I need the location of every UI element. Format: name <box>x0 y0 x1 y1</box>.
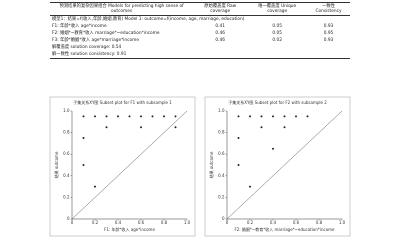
point <box>260 126 263 129</box>
point <box>237 137 240 139</box>
chart-title: 子集关系XY图 Subset plot for F2 with subsampl… <box>228 99 327 105</box>
diagonal <box>71 110 188 220</box>
header: 唯一覆盖度 Unique coverage <box>247 2 308 16</box>
y-axis-label: 结果 outcome <box>53 151 59 178</box>
point <box>128 115 131 118</box>
x-tick-label: 1.0 <box>184 220 191 225</box>
point <box>117 115 119 118</box>
y-tick-label: 0 <box>222 216 225 221</box>
header: 预测结果的复杂因果组合 Models for predicting high s… <box>50 2 194 16</box>
point <box>140 126 142 129</box>
cell: 0.05 <box>272 24 282 29</box>
y-tick-label: 1.0 <box>218 108 225 113</box>
point <box>260 115 263 118</box>
plot-frame <box>204 96 351 237</box>
x-tick-label: 0.4 <box>270 220 277 225</box>
cell: 0.02 <box>272 38 282 43</box>
y-tick-label: 0.6 <box>63 151 70 156</box>
x-tick-label: 0.2 <box>247 220 254 225</box>
point <box>163 115 165 118</box>
x-tick-label: 0.4 <box>115 220 122 225</box>
solution: 解覆盖度 solution coverage: 0.54 <box>52 45 122 50</box>
point <box>82 164 85 166</box>
x-tick-label: 0.6 <box>138 220 145 225</box>
cell: 0.46 <box>215 31 225 36</box>
point <box>174 115 177 118</box>
point <box>174 126 177 129</box>
cell: 0.46 <box>215 38 225 43</box>
y-tick-label: 0.8 <box>218 130 225 135</box>
header: 一致性 Consistency <box>307 2 350 16</box>
x-tick-label: 0 <box>71 220 74 225</box>
y-tick-label: 0.4 <box>63 173 70 178</box>
point <box>249 115 251 118</box>
x-axis-label: F1: 年龄*收入 age*income <box>104 226 155 232</box>
point <box>82 115 85 118</box>
cell: F2: 婚姻*~教育*收入 marriage*~education*income <box>52 31 160 36</box>
point <box>151 115 154 118</box>
cell: 0.93 <box>323 24 334 29</box>
results-table: 预测结果的复杂因果组合 Models for predicting high s… <box>50 2 350 59</box>
point <box>249 185 251 188</box>
point <box>105 126 108 129</box>
cell: F3: 年龄*婚姻*收入 age*marriage*income <box>52 38 139 43</box>
point <box>94 115 96 118</box>
point <box>283 126 286 129</box>
y-tick-label: 0.2 <box>63 194 70 199</box>
x-tick-label: 0.6 <box>293 220 300 225</box>
y-tick-label: 0.2 <box>218 194 225 199</box>
y-axis-label: 结果 outcome <box>208 151 214 178</box>
cell: 0.93 <box>323 38 334 43</box>
model: 模型1：结果=f(收入,年龄,婚姻,教育) Model 1: outcome=f… <box>52 17 245 22</box>
y-tick-label: 0 <box>67 216 70 221</box>
point <box>140 115 142 118</box>
y-tick-label: 1.0 <box>63 108 70 113</box>
x-tick-label: 1.0 <box>339 220 346 225</box>
y-tick-label: 0.6 <box>218 151 225 156</box>
point <box>237 115 240 118</box>
point <box>94 185 96 188</box>
cell: 0.41 <box>215 24 225 29</box>
x-tick-label: 0.8 <box>161 220 168 225</box>
x-tick-label: 0.2 <box>92 220 99 225</box>
consistency: 解一致性 solution consistency: 0.91 <box>50 51 350 59</box>
y-tick-label: 0.8 <box>63 130 70 135</box>
cell: 0.05 <box>272 31 282 36</box>
cell: F1: 年龄*收入 age*income <box>52 24 107 29</box>
point <box>272 115 274 118</box>
x-tick-label: 0 <box>226 220 229 225</box>
diagonal <box>226 110 343 220</box>
header: 原始覆盖度 Raw coverage <box>193 2 248 16</box>
point <box>105 115 108 118</box>
point <box>306 115 309 118</box>
x-tick-label: 0.8 <box>316 220 323 225</box>
x-axis-label: F2: 婚姻*~教育*收入 marriage*~education*income <box>234 226 335 232</box>
point <box>82 137 85 139</box>
cell: 0.95 <box>323 31 334 36</box>
plot-frame <box>49 96 196 237</box>
point <box>295 115 297 118</box>
point <box>283 115 286 118</box>
point <box>237 164 240 166</box>
point <box>272 147 274 150</box>
y-tick-label: 0.4 <box>218 173 225 178</box>
chart-title: 子集关系XY图 Subset plot for F1 with subsampl… <box>73 99 172 105</box>
